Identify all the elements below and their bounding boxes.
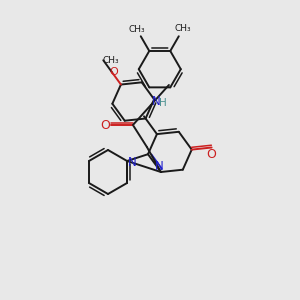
Text: N: N bbox=[152, 94, 160, 107]
Text: O: O bbox=[100, 118, 110, 131]
Text: O: O bbox=[109, 67, 118, 76]
Text: H: H bbox=[159, 98, 167, 108]
Text: CH₃: CH₃ bbox=[175, 24, 191, 33]
Text: CH₃: CH₃ bbox=[103, 56, 120, 65]
Text: N: N bbox=[154, 160, 163, 172]
Text: CH₃: CH₃ bbox=[128, 25, 145, 34]
Text: O: O bbox=[207, 148, 217, 161]
Text: N: N bbox=[128, 157, 136, 169]
